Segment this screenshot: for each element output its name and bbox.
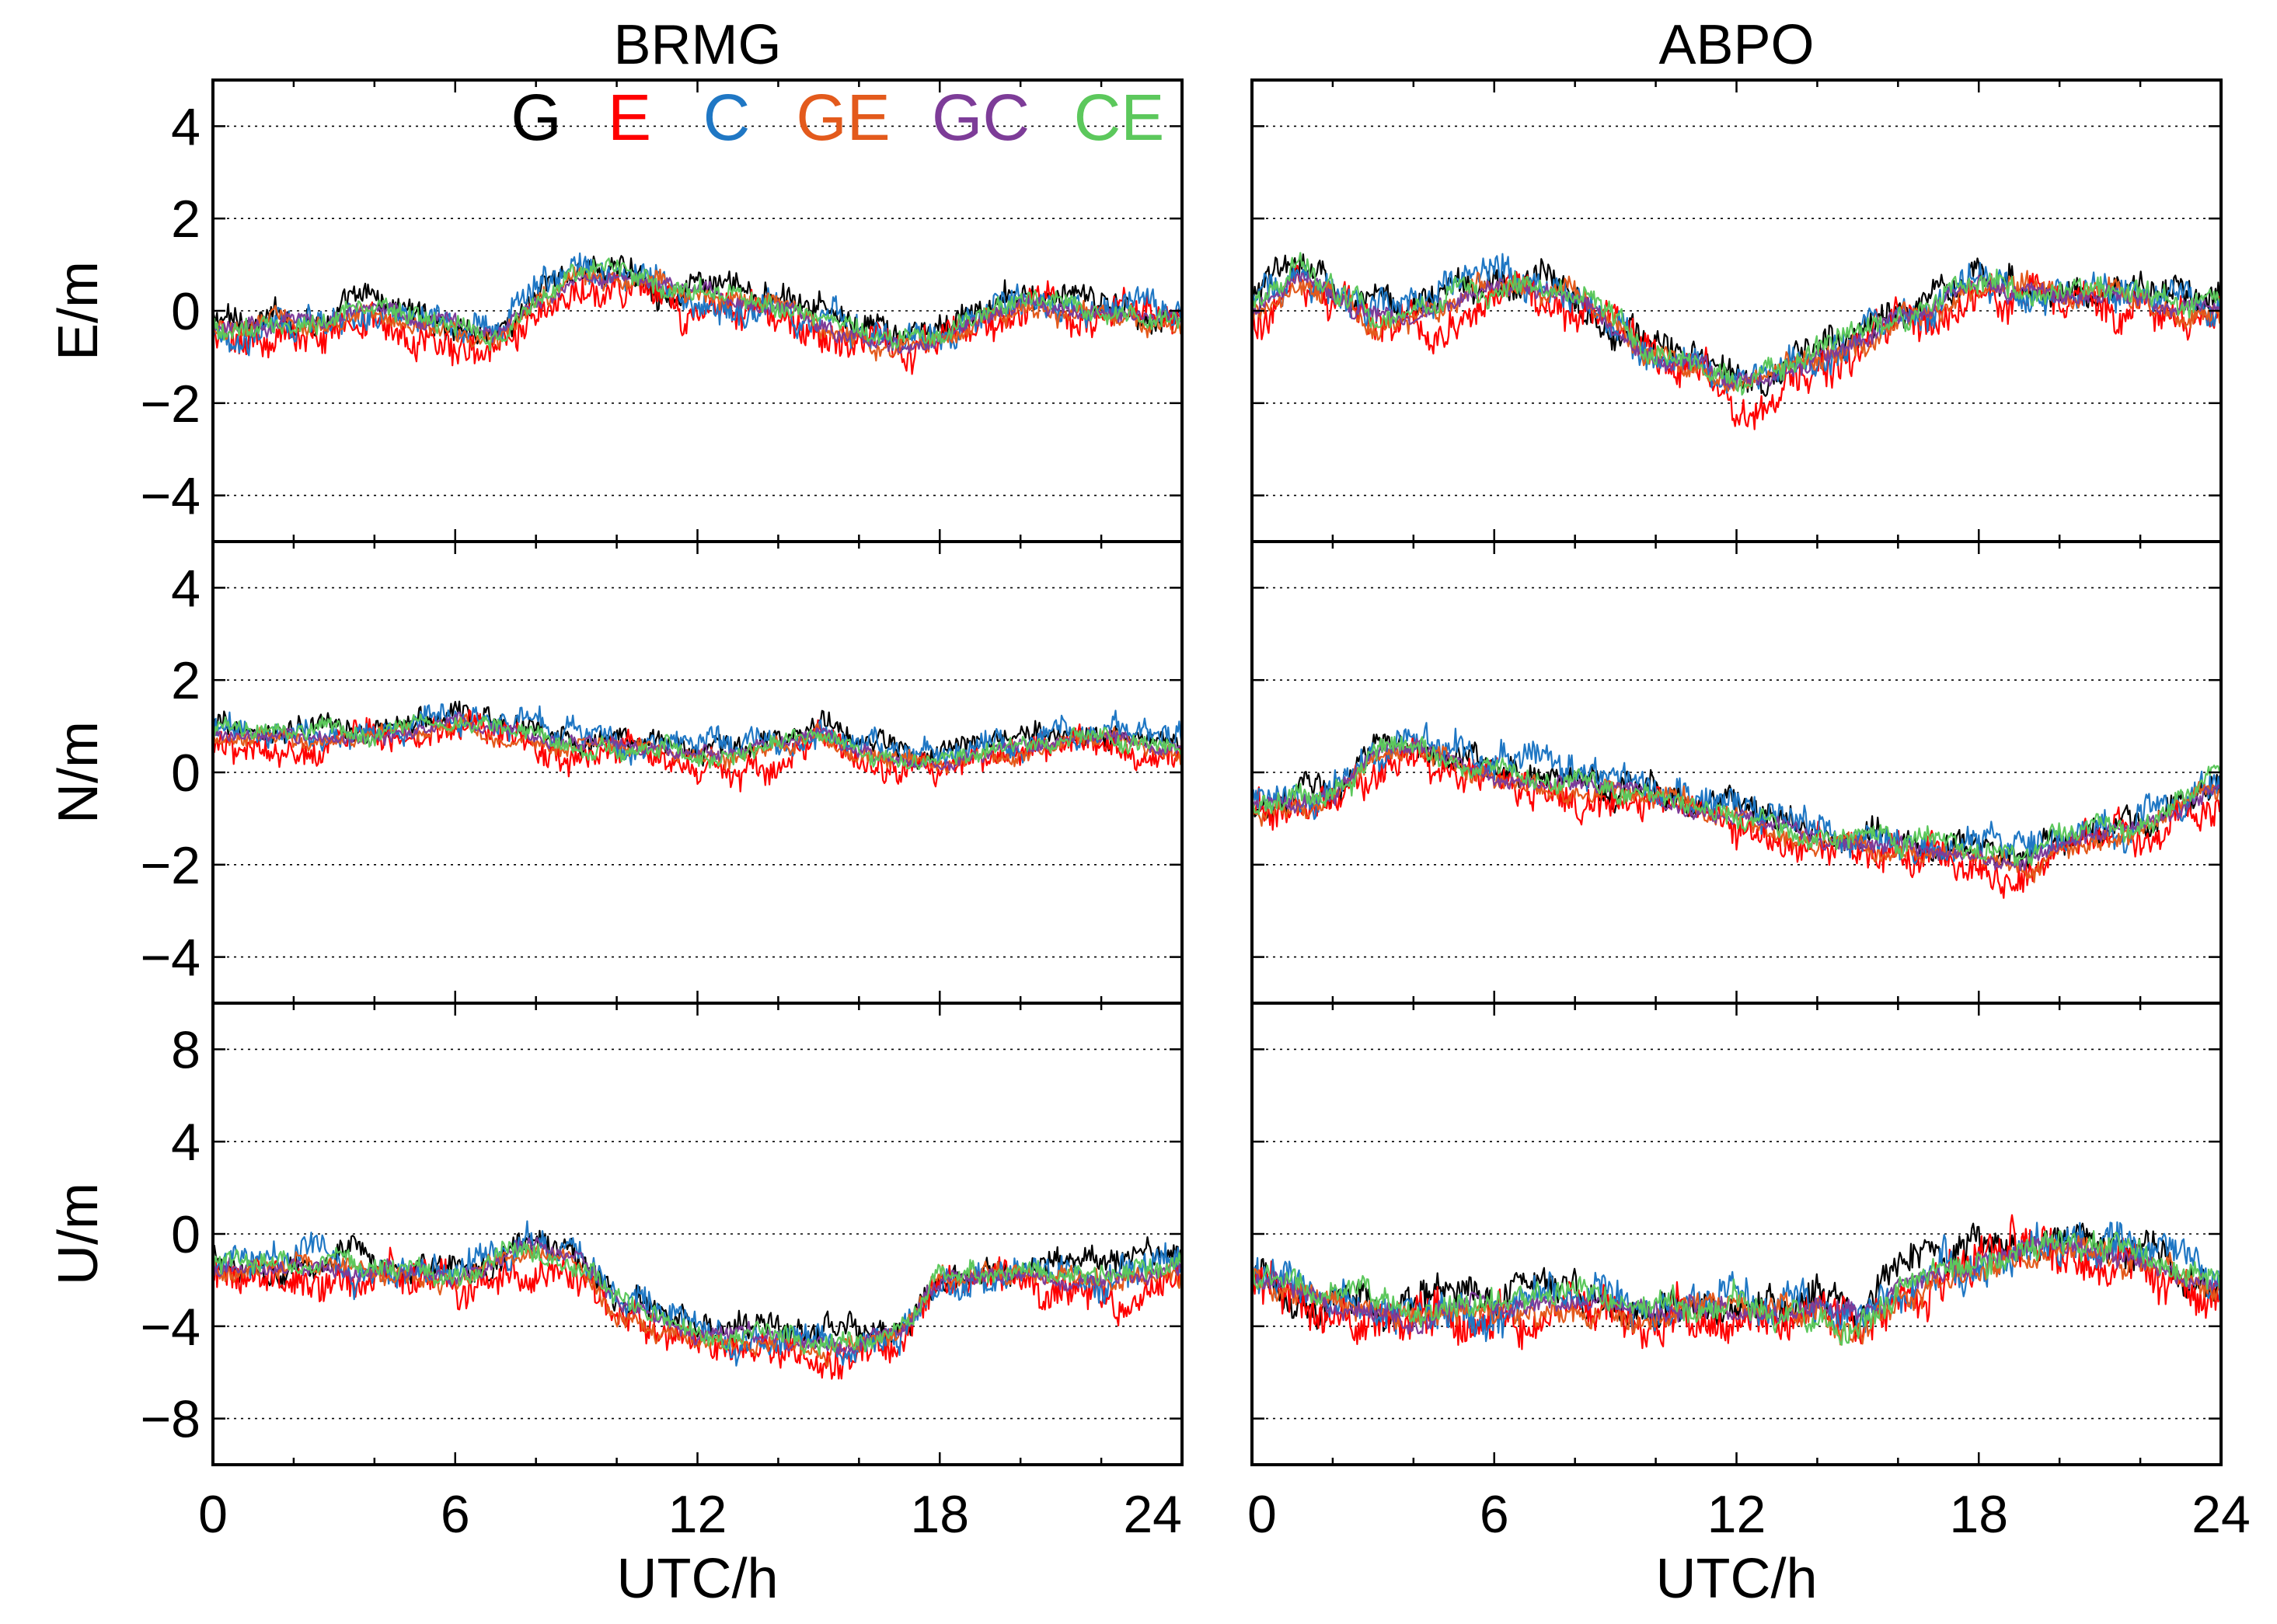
xtick-label-brmg: 12: [668, 1485, 727, 1544]
ytick-label-brmg-n: 2: [171, 651, 201, 710]
ytick-label-brmg-e: 0: [171, 282, 201, 341]
xtick-label-brmg: 0: [198, 1485, 228, 1544]
ytick-label-brmg-u: 0: [171, 1205, 201, 1264]
ylabel-u: U/m: [47, 1183, 110, 1285]
ytick-label-brmg-e: 2: [171, 190, 201, 249]
ytick-label-brmg-e: 4: [171, 97, 201, 156]
series-line-ce-abpo-n: [1250, 736, 2223, 866]
series-line-gc-abpo-e: [1251, 271, 2222, 389]
station-title-brmg: BRMG: [614, 14, 782, 76]
ytick-label-brmg-e: −4: [140, 467, 201, 526]
ylabel-n: N/m: [47, 721, 110, 824]
series-line-ge-abpo-u: [1251, 1235, 2223, 1346]
ytick-label-brmg-u: 4: [171, 1113, 201, 1172]
ylabel-e: E/m: [47, 261, 110, 361]
ytick-label-brmg-n: −4: [140, 929, 201, 988]
series-line-e-brmg-n: [211, 709, 1183, 793]
xtick-label-abpo: 12: [1707, 1485, 1766, 1544]
xtick-label-brmg: 18: [910, 1485, 969, 1544]
station-title-abpo: ABPO: [1658, 14, 1814, 76]
series-line-ce-abpo-u: [1250, 1230, 2223, 1346]
series-line-gc-abpo-u: [1250, 1235, 2222, 1335]
xtick-label-abpo: 24: [2192, 1485, 2251, 1544]
legend-entry-ge: GE: [796, 81, 890, 154]
series-line-ce-abpo-e: [1251, 252, 2223, 396]
series-line-ce-brmg-u: [211, 1240, 1183, 1356]
ytick-label-brmg-n: 0: [171, 744, 201, 803]
series-line-ge-brmg-e: [211, 266, 1184, 362]
ytick-label-brmg-u: −8: [140, 1390, 201, 1449]
ytick-label-brmg-n: −2: [140, 836, 201, 895]
xtick-label-brmg: 6: [441, 1485, 470, 1544]
legend-entry-c: C: [703, 81, 751, 154]
legend-entry-e: E: [608, 81, 651, 154]
ytick-label-brmg-n: 4: [171, 559, 201, 618]
xlabel-abpo: UTC/h: [1655, 1548, 1817, 1610]
xtick-label-abpo: 0: [1247, 1485, 1277, 1544]
xtick-label-brmg: 24: [1123, 1485, 1182, 1544]
series-line-ce-brmg-e: [211, 257, 1184, 351]
ytick-label-brmg-e: −2: [140, 375, 201, 434]
series-line-e-abpo-e: [1250, 264, 2223, 430]
xtick-label-abpo: 6: [1480, 1485, 1509, 1544]
data-series: [211, 252, 2223, 1380]
series-line-g-brmg-u: [211, 1229, 1184, 1347]
tick-marks: [213, 80, 2221, 1465]
series-line-c-abpo-u: [1250, 1221, 2223, 1343]
legend-entry-ce: CE: [1074, 81, 1165, 154]
legend-entry-gc: GC: [932, 81, 1030, 154]
legend: G E C GE GC CE: [511, 81, 1164, 154]
xtick-label-abpo: 18: [1949, 1485, 2008, 1544]
ytick-label-brmg-u: −4: [140, 1298, 201, 1357]
xlabel-brmg: UTC/h: [616, 1548, 778, 1610]
series-line-ce-brmg-n: [211, 713, 1183, 771]
legend-entry-g: G: [511, 81, 561, 154]
series-line-e-brmg-u: [211, 1246, 1184, 1380]
ytick-label-brmg-u: 8: [171, 1020, 201, 1079]
